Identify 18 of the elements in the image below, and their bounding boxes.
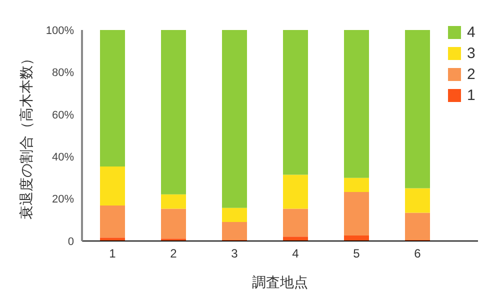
- legend-label: 1: [467, 87, 476, 104]
- y-tick-label: 60%: [52, 109, 74, 122]
- x-tick-label: 3: [231, 246, 238, 261]
- x-tick-label: 5: [353, 246, 360, 261]
- legend-label: 4: [467, 24, 476, 41]
- y-tick-label: 0: [68, 236, 74, 248]
- y-tick-label: 100%: [46, 24, 74, 37]
- x-tick-label: 1: [109, 246, 116, 261]
- x-tick-label: 4: [292, 246, 300, 261]
- y-tick-label: 20%: [52, 194, 74, 206]
- legend-label: 3: [467, 45, 476, 62]
- y-tick-label: 80%: [52, 67, 74, 80]
- y-axis-title: 衰退度の割合（高木本数）: [18, 52, 34, 220]
- legend-label: 2: [467, 66, 476, 83]
- x-tick-label: 2: [170, 246, 178, 261]
- y-tick-label: 40%: [52, 152, 74, 164]
- x-axis-title: 調査地点: [252, 274, 308, 290]
- x-tick-label: 6: [414, 246, 422, 261]
